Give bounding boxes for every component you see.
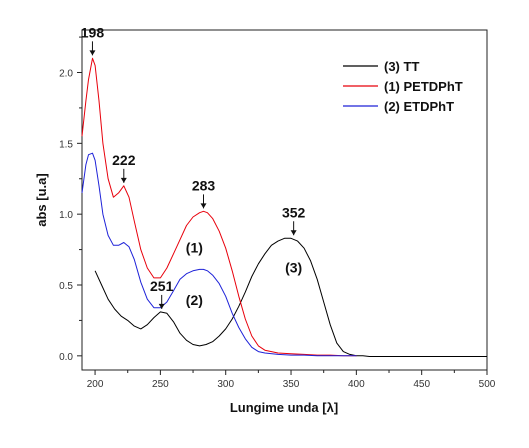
annotation-layer: 198 222 283 352 251 (1) (2) (3) — [81, 24, 306, 309]
plot-frame — [81, 29, 488, 371]
annotation-label: 283 — [192, 177, 216, 193]
y-tick-label: 0.5 — [59, 281, 73, 292]
y-tick-label: 0.0 — [59, 352, 73, 363]
x-tick-label: 350 — [283, 379, 300, 390]
annotation-label: 352 — [282, 204, 306, 220]
series-layer — [81, 57, 487, 357]
y-axis-title: abs [u.a] — [34, 173, 49, 226]
annotation-arrowhead — [200, 203, 207, 209]
y-tick-label: 1.5 — [59, 139, 73, 150]
annotation-label: 222 — [112, 152, 136, 168]
x-tick-label: 500 — [479, 379, 496, 390]
x-tick-label: 250 — [152, 379, 169, 390]
curve-label: (1) — [186, 239, 203, 255]
x-tick-labels: 200 250 300 350 400 450 500 — [87, 379, 496, 390]
curve-label: (3) — [285, 259, 302, 275]
series-line-2 — [81, 57, 357, 357]
legend-label: (2) ETDPhT — [384, 99, 454, 114]
annotation-arrowhead — [158, 303, 165, 309]
annotation-label: 198 — [81, 24, 105, 40]
series-line-1 — [94, 237, 487, 357]
x-tick-label: 300 — [217, 379, 234, 390]
annotation-arrowhead — [89, 50, 96, 56]
axis-ticks — [77, 36, 488, 375]
annotation-arrowhead — [120, 177, 127, 183]
legend: (3) TT (1) PETDPhT (2) ETDPhT — [343, 59, 463, 114]
x-tick-label: 400 — [348, 379, 365, 390]
x-axis-title: Lungime unda [λ] — [230, 400, 338, 415]
annotation-label: 251 — [150, 278, 174, 294]
annotation-arrowhead — [290, 230, 297, 236]
y-tick-label: 2.0 — [59, 69, 73, 80]
x-tick-label: 200 — [87, 379, 104, 390]
y-tick-labels: 0.0 0.5 1.0 1.5 2.0 — [59, 69, 73, 363]
x-tick-label: 450 — [413, 379, 430, 390]
legend-label: (1) PETDPhT — [384, 79, 463, 94]
series-line-3 — [81, 152, 357, 357]
curve-label: (2) — [186, 292, 203, 308]
legend-label: (3) TT — [384, 59, 419, 74]
y-tick-label: 1.0 — [59, 210, 73, 221]
